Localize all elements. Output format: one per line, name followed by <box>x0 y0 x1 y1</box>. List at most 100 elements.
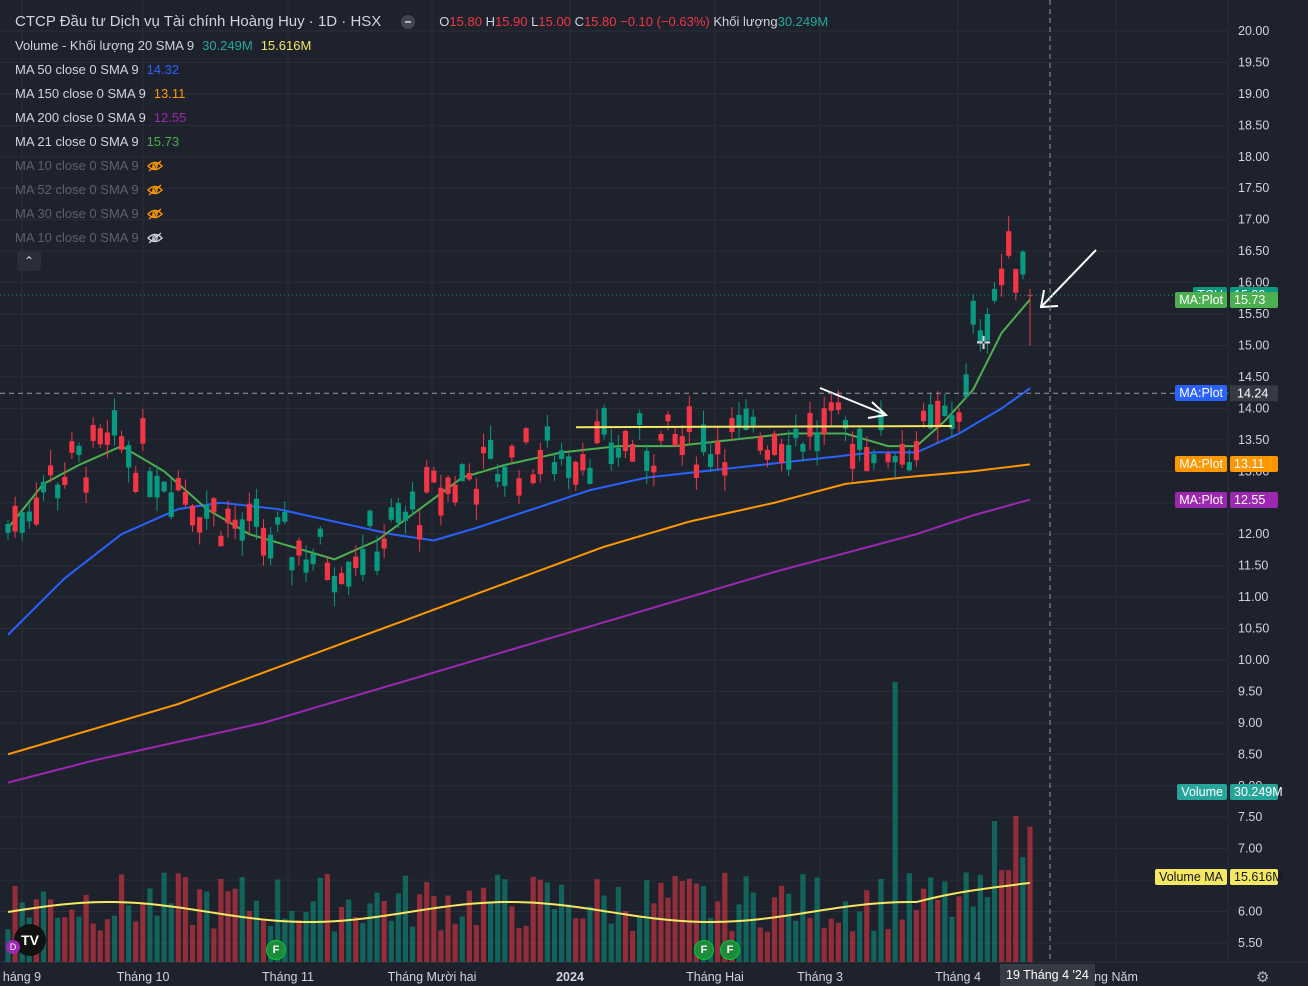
candle[interactable] <box>331 567 338 607</box>
candle[interactable] <box>438 474 444 526</box>
candle[interactable] <box>892 452 898 478</box>
candle[interactable] <box>509 443 515 463</box>
candle[interactable] <box>821 396 827 445</box>
candle[interactable] <box>1006 215 1012 259</box>
candle[interactable] <box>282 501 288 525</box>
candle[interactable] <box>878 400 884 436</box>
candle[interactable] <box>778 438 785 472</box>
candle[interactable] <box>566 453 572 490</box>
candle[interactable] <box>189 504 196 532</box>
candle[interactable] <box>942 393 948 417</box>
candle[interactable] <box>757 432 763 455</box>
candle[interactable] <box>693 456 700 490</box>
candle[interactable] <box>1020 250 1026 280</box>
candle[interactable] <box>949 401 955 438</box>
indicator-row[interactable]: MA 21 close 0 SMA 9 15.73 <box>15 130 828 154</box>
eye-hidden-icon[interactable] <box>146 184 163 196</box>
eye-hidden-icon[interactable] <box>146 160 163 172</box>
candle[interactable] <box>587 459 593 485</box>
candle[interactable] <box>814 420 820 466</box>
candle[interactable] <box>913 431 920 467</box>
candle[interactable] <box>267 526 274 566</box>
candle[interactable] <box>679 425 685 466</box>
symbol-title[interactable]: CTCP Đầu tư Dịch vụ Tài chính Hoàng Huy … <box>15 13 382 30</box>
candle[interactable] <box>5 520 11 540</box>
candle[interactable] <box>899 430 905 469</box>
candle[interactable] <box>211 497 217 527</box>
candle[interactable] <box>69 431 75 460</box>
candle[interactable] <box>480 433 487 469</box>
candle[interactable] <box>729 407 735 441</box>
candle[interactable] <box>537 442 543 483</box>
candle[interactable] <box>225 500 231 538</box>
candle[interactable] <box>417 510 423 552</box>
indicator-row[interactable]: MA 52 close 0 SMA 9 <box>15 178 828 202</box>
candle[interactable] <box>786 430 792 477</box>
candle[interactable] <box>133 465 139 494</box>
candle[interactable] <box>828 392 834 426</box>
candle[interactable] <box>62 462 68 489</box>
candle[interactable] <box>154 465 160 512</box>
candle[interactable] <box>310 548 316 571</box>
dividend-marker[interactable]: D <box>6 940 20 954</box>
eye-hidden-icon[interactable] <box>146 232 163 244</box>
indicator-row[interactable]: MA 150 close 0 SMA 9 13.11 <box>15 82 828 106</box>
candle[interactable] <box>516 469 522 504</box>
candle[interactable] <box>388 498 394 522</box>
candle[interactable] <box>360 534 366 581</box>
candle[interactable] <box>76 442 82 463</box>
candle[interactable] <box>402 505 409 534</box>
candle[interactable] <box>239 512 245 556</box>
earnings-marker[interactable]: F <box>266 940 286 960</box>
candle[interactable] <box>140 408 146 452</box>
indicator-row[interactable]: MA 50 close 0 SMA 9 14.32 <box>15 58 828 82</box>
candle[interactable] <box>324 557 330 581</box>
candle[interactable] <box>338 566 345 585</box>
candle[interactable] <box>750 409 756 433</box>
indicator-row[interactable]: MA 200 close 0 SMA 9 12.55 <box>15 106 828 130</box>
candle[interactable] <box>928 393 934 430</box>
candle[interactable] <box>608 428 614 471</box>
candle[interactable] <box>715 426 721 470</box>
candle[interactable] <box>835 390 841 415</box>
candle[interactable] <box>722 449 728 491</box>
collapse-legend-button[interactable]: ⌃ <box>17 251 41 271</box>
candle[interactable] <box>544 414 550 448</box>
candle[interactable] <box>83 466 89 503</box>
candle[interactable] <box>90 417 96 448</box>
candle[interactable] <box>296 537 302 566</box>
candle[interactable] <box>956 407 962 432</box>
indicator-row[interactable]: Volume - Khối lượng 20 SMA 9 30.249M 15.61… <box>15 34 828 58</box>
candle[interactable] <box>33 482 39 527</box>
candle[interactable] <box>615 435 621 467</box>
candle[interactable] <box>118 430 125 454</box>
candle[interactable] <box>346 561 352 596</box>
candle[interactable] <box>12 496 18 538</box>
candle[interactable] <box>26 502 32 530</box>
candle[interactable] <box>488 425 494 460</box>
candle[interactable] <box>253 488 260 540</box>
candle[interactable] <box>764 445 771 468</box>
candle[interactable] <box>431 466 437 484</box>
candle[interactable] <box>842 416 849 442</box>
candle[interactable] <box>658 431 664 446</box>
candle[interactable] <box>47 449 54 483</box>
indicator-row[interactable]: MA 10 close 0 SMA 9 <box>15 226 828 250</box>
candle[interactable] <box>849 431 856 482</box>
candle[interactable] <box>601 404 607 440</box>
earnings-marker[interactable]: F <box>694 940 714 960</box>
gear-icon[interactable]: ⚙ <box>1256 969 1270 986</box>
tradingview-logo[interactable]: TV <box>14 924 46 956</box>
candle[interactable] <box>424 460 430 494</box>
candle[interactable] <box>800 441 806 462</box>
candle[interactable] <box>771 430 778 456</box>
candle[interactable] <box>275 511 281 532</box>
candle[interactable] <box>644 444 650 485</box>
candle[interactable] <box>977 319 983 352</box>
candle[interactable] <box>353 545 359 576</box>
candle[interactable] <box>445 475 451 502</box>
candle[interactable] <box>551 452 558 481</box>
candle[interactable] <box>871 449 877 470</box>
candle[interactable] <box>906 449 912 472</box>
